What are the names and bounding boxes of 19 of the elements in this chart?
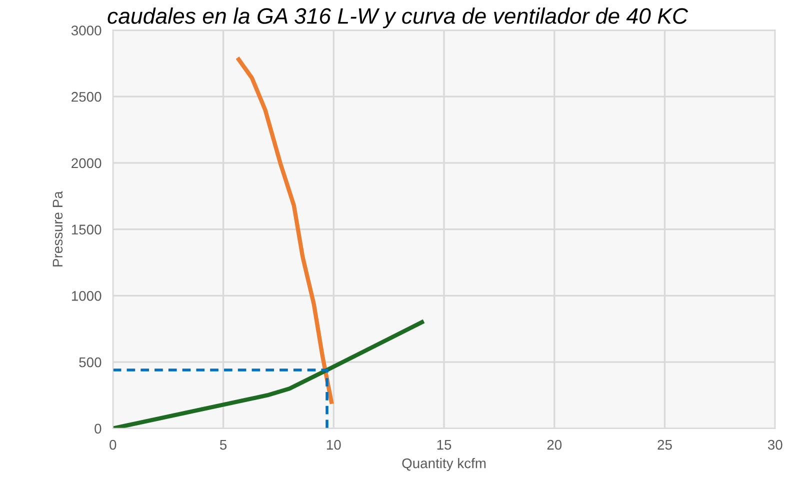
y-tick-label: 500 [79,357,102,368]
y-tick-label: 3000 [71,26,102,36]
x-tick-label: 10 [326,440,341,450]
line-series [236,57,334,404]
x-tick-label: 0 [110,440,116,450]
x-tick-label: 25 [658,440,672,450]
x-axis-title: Quantity kcfm [402,458,486,471]
x-tick-label: 15 [437,440,452,450]
y-tick-label: 2500 [72,92,102,102]
line-series [112,320,424,428]
x-tick-label: 30 [768,440,782,450]
chart-title: caudales en la GA 316 L-W y curva de ventilador de 40 KC [108,8,688,28]
y-tick-label: 1500 [72,224,102,234]
y-axis-title: Pressure Pa [52,191,63,266]
y-tick-label: 2000 [72,158,102,168]
x-tick-label: 20 [547,440,562,450]
x-tick-label: 5 [220,440,227,450]
y-tick-label: 0 [94,424,102,434]
y-tick-label: 1000 [72,291,102,301]
